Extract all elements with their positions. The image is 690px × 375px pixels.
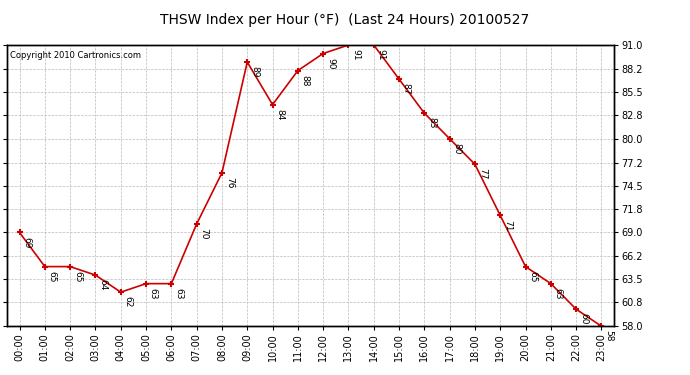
Text: 58: 58 bbox=[604, 330, 613, 342]
Text: 91: 91 bbox=[351, 49, 360, 61]
Text: Copyright 2010 Cartronics.com: Copyright 2010 Cartronics.com bbox=[10, 51, 141, 60]
Text: 89: 89 bbox=[250, 66, 259, 78]
Text: 90: 90 bbox=[326, 58, 335, 69]
Text: 65: 65 bbox=[48, 271, 57, 282]
Text: 65: 65 bbox=[529, 271, 538, 282]
Text: 60: 60 bbox=[579, 314, 588, 325]
Text: 64: 64 bbox=[98, 279, 107, 291]
Text: 62: 62 bbox=[124, 296, 132, 308]
Text: 80: 80 bbox=[453, 143, 462, 154]
Text: 70: 70 bbox=[199, 228, 208, 240]
Text: 63: 63 bbox=[149, 288, 158, 299]
Text: 63: 63 bbox=[174, 288, 183, 299]
Text: 77: 77 bbox=[477, 168, 486, 180]
Text: 84: 84 bbox=[275, 109, 284, 120]
Text: 69: 69 bbox=[22, 237, 31, 248]
Text: 65: 65 bbox=[73, 271, 82, 282]
Text: THSW Index per Hour (°F)  (Last 24 Hours) 20100527: THSW Index per Hour (°F) (Last 24 Hours)… bbox=[160, 13, 530, 27]
Text: 83: 83 bbox=[427, 117, 436, 129]
Text: 71: 71 bbox=[503, 220, 512, 231]
Text: 63: 63 bbox=[553, 288, 562, 299]
Text: 88: 88 bbox=[301, 75, 310, 86]
Text: 91: 91 bbox=[377, 49, 386, 61]
Text: 76: 76 bbox=[225, 177, 234, 189]
Text: 87: 87 bbox=[402, 83, 411, 95]
